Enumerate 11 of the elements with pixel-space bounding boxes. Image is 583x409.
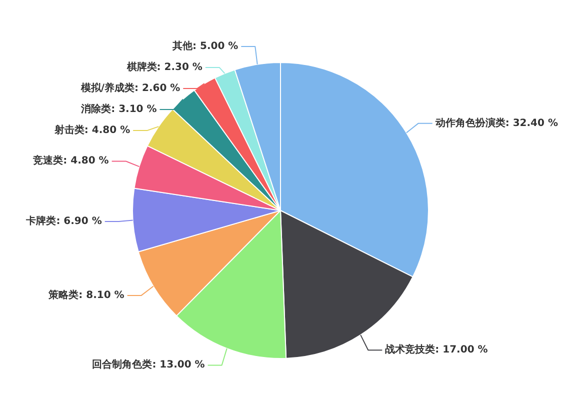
slice-label: 策略类: 8.10 % (48, 288, 124, 301)
slice-label: 回合制角色类: 13.00 % (92, 358, 205, 371)
slice-label: 其他: 5.00 % (172, 40, 238, 52)
slice-label: 竞速类: 4.80 % (32, 154, 109, 167)
slice-label: 动作角色扮演类: 32.40 % (434, 116, 558, 129)
slice-label: 消除类: 3.10 % (80, 103, 157, 116)
slice-label: 战术竞技类: 17.00 % (385, 344, 488, 356)
slice-label: 棋牌类: 2.30 % (126, 61, 202, 74)
slice-label: 射击类: 4.80 % (53, 124, 130, 136)
slice-label: 模拟/养成类: 2.60 % (80, 82, 180, 94)
slice-label: 卡牌类: 6.90 % (25, 214, 102, 227)
